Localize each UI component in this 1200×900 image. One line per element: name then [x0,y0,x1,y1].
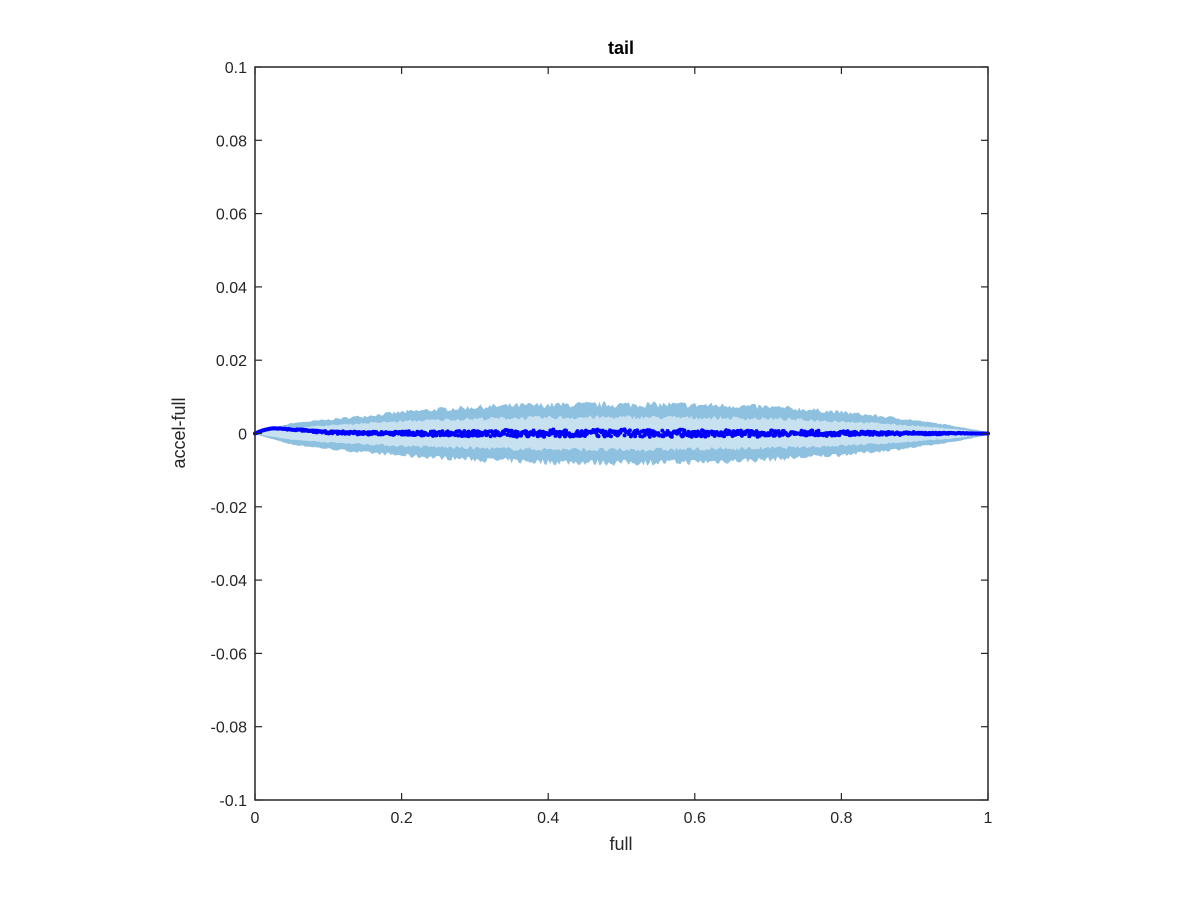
data-point [453,433,457,438]
y-tick-label: -0.06 [211,646,248,663]
x-tick-label: 0.6 [684,810,706,827]
data-point [537,429,542,434]
data-point [776,429,781,434]
y-tick-label: -0.1 [219,793,247,810]
data-point [431,433,435,438]
y-tick-label: -0.04 [211,573,248,590]
data-point [488,434,493,439]
data-point [563,434,567,439]
data-point [703,434,708,439]
data-point [502,431,507,436]
y-tick-label: 0.06 [216,207,247,224]
y-tick-label: -0.08 [211,720,248,737]
y-tick-label: 0 [238,427,247,444]
data-point [692,429,697,434]
data-point [609,434,613,439]
y-axis-ticks: -0.1 -0.08 -0.06 -0.04 -0.02 0 0.02 0.04 0.06 0.0… [211,60,988,810]
y-tick-label: 0.08 [216,133,247,150]
data-point [567,431,572,436]
data-point [706,433,711,438]
data-point [722,434,727,439]
x-tick-label: 0.4 [537,810,559,827]
data-point [596,434,601,439]
y-axis-label: accel-full [169,397,189,468]
chart-title: tail [608,38,634,58]
x-tick-label: 0.8 [830,810,852,827]
data-point [622,433,627,438]
data-point [627,428,632,433]
data-point [633,434,638,439]
data-point [647,434,652,439]
x-tick-label: 0.2 [390,810,412,827]
data-point [505,432,510,437]
data-point [460,434,465,438]
data-point [810,428,815,433]
data-point [456,433,461,438]
data-point [462,429,467,434]
data-points [253,426,990,439]
data-point [600,428,605,433]
data-point [614,429,619,434]
y-tick-label: 0.02 [216,353,247,370]
data-point [669,434,674,439]
x-tick-label: 1 [984,810,993,827]
x-axis-ticks: 0 0.2 0.4 0.6 0.8 1 [251,67,993,827]
y-tick-label: 0.04 [216,280,247,297]
x-axis-label: full [609,834,632,854]
data-point [440,429,445,434]
data-point [837,433,842,438]
data-point [725,432,730,437]
data-point [770,428,775,433]
y-tick-label: -0.02 [211,500,248,517]
data-point [578,433,583,438]
data-point [816,428,821,433]
x-tick-label: 0 [251,810,260,827]
y-tick-label: 0.1 [225,60,247,77]
